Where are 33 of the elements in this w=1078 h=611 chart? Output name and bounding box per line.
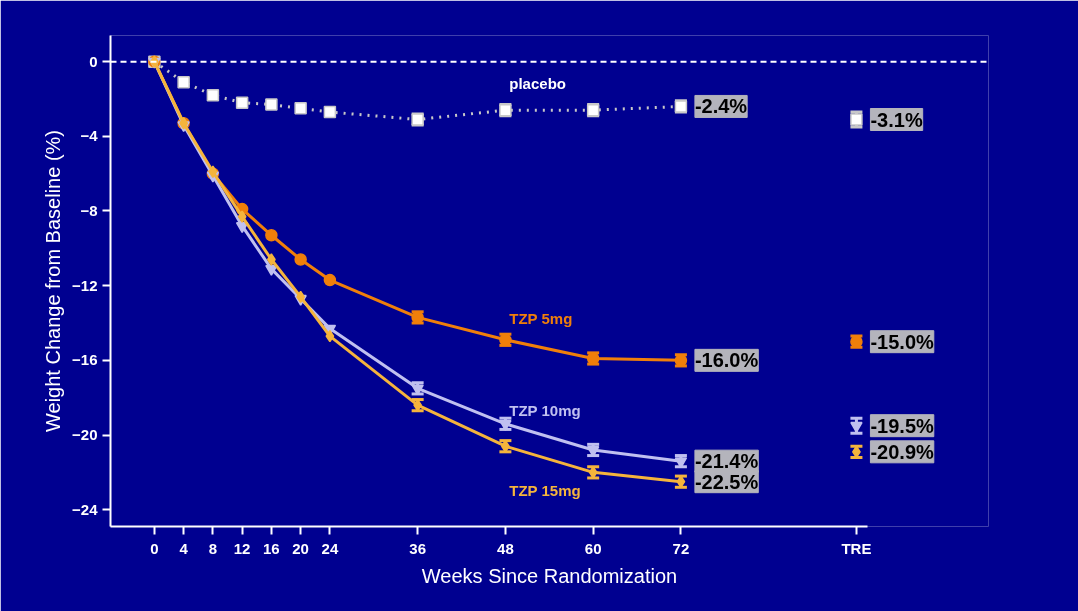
- x-tick-label: 8: [208, 539, 218, 557]
- data-label: -3.1%: [870, 108, 923, 131]
- series-label: placebo: [509, 75, 566, 93]
- data-label: -22.5%: [694, 470, 759, 493]
- data-label: -16.0%: [694, 349, 759, 372]
- x-tick-label: 60: [584, 539, 602, 557]
- y-axis-title: Weight Change from Baseline (%): [42, 130, 65, 432]
- x-tick-label: 12: [233, 539, 251, 557]
- x-axis-title: Weeks Since Randomization: [421, 564, 678, 587]
- x-tick-label: 24: [321, 539, 339, 557]
- series-label: TZP 15mg: [509, 482, 581, 500]
- y-tick-label: −4: [80, 127, 99, 145]
- y-tick-label: −20: [72, 426, 98, 444]
- series-label: TZP 10mg: [509, 401, 581, 419]
- x-tick-label: 4: [179, 539, 189, 557]
- data-label: -20.9%: [870, 440, 935, 463]
- data-label: -19.5%: [870, 414, 935, 437]
- y-tick-label: −24: [72, 500, 99, 518]
- y-tick-label: −8: [80, 201, 98, 219]
- data-label: -21.4%: [694, 450, 759, 473]
- x-tick-label: 20: [292, 539, 309, 557]
- y-tick-label: −16: [72, 351, 98, 369]
- x-tick-label: 0: [150, 539, 159, 557]
- data-label: -15.0%: [870, 330, 935, 353]
- x-tick-label: TRE: [841, 539, 872, 557]
- y-tick-label: −12: [72, 276, 98, 294]
- series-label: TZP 5mg: [509, 310, 573, 328]
- x-tick-label: 16: [263, 539, 280, 557]
- x-tick-label: 48: [497, 539, 514, 557]
- data-label: -2.4%: [694, 95, 748, 118]
- x-tick-label: 36: [409, 539, 426, 557]
- x-tick-label: 72: [672, 539, 690, 557]
- y-tick-label: 0: [89, 52, 98, 70]
